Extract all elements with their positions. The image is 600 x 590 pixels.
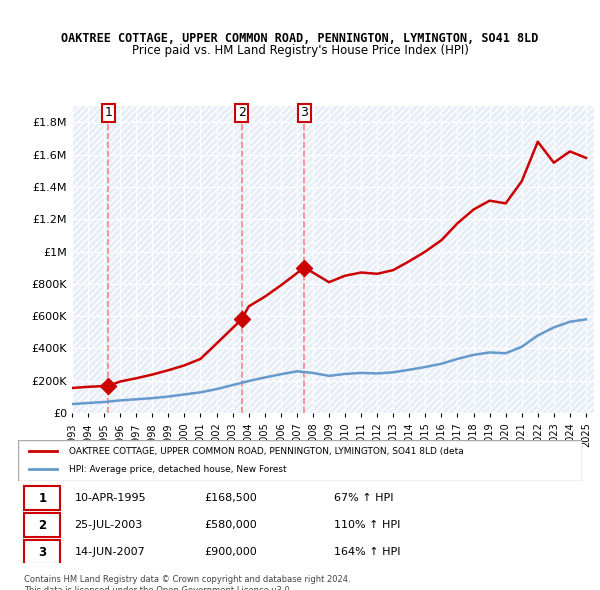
- Text: 1: 1: [38, 491, 46, 504]
- Text: 67% ↑ HPI: 67% ↑ HPI: [334, 493, 394, 503]
- Text: OAKTREE COTTAGE, UPPER COMMON ROAD, PENNINGTON, LYMINGTON, SO41 8LD: OAKTREE COTTAGE, UPPER COMMON ROAD, PENN…: [61, 32, 539, 45]
- Text: Price paid vs. HM Land Registry's House Price Index (HPI): Price paid vs. HM Land Registry's House …: [131, 44, 469, 57]
- Text: 25-JUL-2003: 25-JUL-2003: [74, 520, 143, 530]
- Text: £580,000: £580,000: [204, 520, 257, 530]
- FancyBboxPatch shape: [18, 440, 582, 481]
- Text: HPI: Average price, detached house, New Forest: HPI: Average price, detached house, New …: [69, 465, 286, 474]
- Text: £900,000: £900,000: [204, 548, 257, 558]
- Text: 110% ↑ HPI: 110% ↑ HPI: [334, 520, 400, 530]
- Text: 3: 3: [38, 546, 46, 559]
- Text: 2: 2: [238, 106, 245, 119]
- Text: Contains HM Land Registry data © Crown copyright and database right 2024.
This d: Contains HM Land Registry data © Crown c…: [24, 575, 350, 590]
- Text: £168,500: £168,500: [204, 493, 257, 503]
- Text: 10-APR-1995: 10-APR-1995: [74, 493, 146, 503]
- FancyBboxPatch shape: [23, 486, 60, 510]
- Text: 14-JUN-2007: 14-JUN-2007: [74, 548, 145, 558]
- Text: 164% ↑ HPI: 164% ↑ HPI: [334, 548, 400, 558]
- FancyBboxPatch shape: [23, 513, 60, 537]
- FancyBboxPatch shape: [23, 540, 60, 564]
- Text: 2: 2: [38, 519, 46, 532]
- Text: OAKTREE COTTAGE, UPPER COMMON ROAD, PENNINGTON, LYMINGTON, SO41 8LD (deta: OAKTREE COTTAGE, UPPER COMMON ROAD, PENN…: [69, 447, 464, 455]
- Text: 1: 1: [104, 106, 112, 119]
- Text: 3: 3: [300, 106, 308, 119]
